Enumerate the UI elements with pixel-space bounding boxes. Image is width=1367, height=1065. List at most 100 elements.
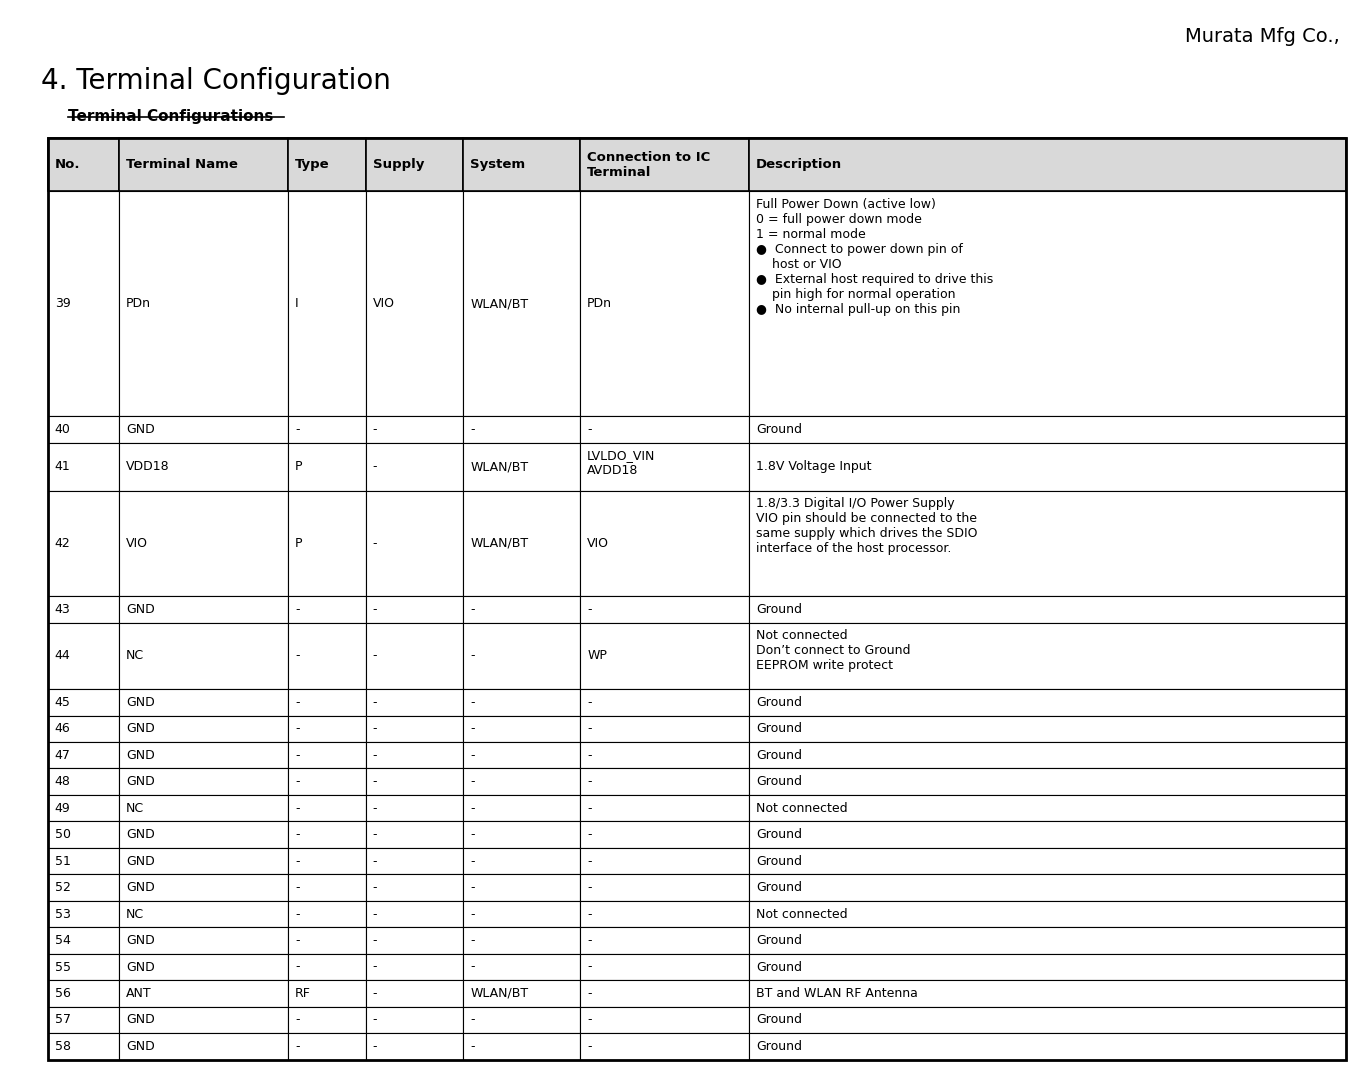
Text: 53: 53	[55, 907, 71, 920]
Text: Type: Type	[295, 159, 329, 171]
Text: GND: GND	[126, 695, 154, 709]
Text: ANT: ANT	[126, 987, 152, 1000]
Text: -: -	[588, 775, 592, 788]
Text: Ground: Ground	[756, 603, 802, 617]
Text: Ground: Ground	[756, 1014, 802, 1027]
Text: WP: WP	[588, 650, 607, 662]
Text: -: -	[470, 881, 474, 895]
Text: -: -	[470, 1014, 474, 1027]
Text: PDn: PDn	[588, 297, 612, 310]
Text: -: -	[373, 881, 377, 895]
Text: -: -	[588, 802, 592, 815]
Text: Connection to IC
Terminal: Connection to IC Terminal	[588, 151, 711, 179]
Text: -: -	[295, 854, 299, 868]
Text: -: -	[470, 829, 474, 841]
Text: -: -	[295, 934, 299, 947]
Text: Ground: Ground	[756, 829, 802, 841]
Text: 44: 44	[55, 650, 71, 662]
Text: GND: GND	[126, 423, 154, 437]
Text: 43: 43	[55, 603, 71, 617]
Text: 51: 51	[55, 854, 71, 868]
Text: 57: 57	[55, 1014, 71, 1027]
Text: -: -	[295, 603, 299, 617]
Text: NC: NC	[126, 907, 145, 920]
Text: GND: GND	[126, 934, 154, 947]
Text: VDD18: VDD18	[126, 460, 170, 473]
Text: -: -	[373, 829, 377, 841]
Text: Ground: Ground	[756, 1039, 802, 1053]
Text: -: -	[373, 603, 377, 617]
Text: System: System	[470, 159, 525, 171]
Text: 1.8V Voltage Input: 1.8V Voltage Input	[756, 460, 871, 473]
Text: 40: 40	[55, 423, 71, 437]
Text: -: -	[588, 722, 592, 735]
Text: 4. Terminal Configuration: 4. Terminal Configuration	[41, 67, 391, 95]
Text: -: -	[588, 907, 592, 920]
Text: -: -	[470, 775, 474, 788]
Text: 56: 56	[55, 987, 71, 1000]
Text: -: -	[373, 1014, 377, 1027]
Text: -: -	[295, 650, 299, 662]
Text: -: -	[295, 1014, 299, 1027]
Text: GND: GND	[126, 961, 154, 973]
Text: -: -	[373, 907, 377, 920]
Text: 52: 52	[55, 881, 71, 895]
Text: 48: 48	[55, 775, 71, 788]
Text: -: -	[470, 603, 474, 617]
Text: WLAN/BT: WLAN/BT	[470, 460, 529, 473]
Text: -: -	[588, 749, 592, 761]
Text: -: -	[295, 961, 299, 973]
Text: GND: GND	[126, 829, 154, 841]
Text: Ground: Ground	[756, 695, 802, 709]
Text: 42: 42	[55, 537, 71, 550]
Text: GND: GND	[126, 749, 154, 761]
Text: 47: 47	[55, 749, 71, 761]
Text: Ground: Ground	[756, 749, 802, 761]
Text: -: -	[373, 722, 377, 735]
Text: GND: GND	[126, 1014, 154, 1027]
Text: I: I	[295, 297, 298, 310]
Text: -: -	[470, 1039, 474, 1053]
Text: -: -	[588, 1014, 592, 1027]
Text: 1.8/3.3 Digital I/O Power Supply
VIO pin should be connected to the
same supply : 1.8/3.3 Digital I/O Power Supply VIO pin…	[756, 497, 977, 555]
Text: NC: NC	[126, 650, 145, 662]
Text: -: -	[470, 749, 474, 761]
Text: -: -	[373, 749, 377, 761]
Text: -: -	[373, 854, 377, 868]
Text: -: -	[588, 1039, 592, 1053]
Text: GND: GND	[126, 722, 154, 735]
Text: -: -	[588, 829, 592, 841]
Text: -: -	[295, 695, 299, 709]
Text: Supply: Supply	[373, 159, 424, 171]
Text: -: -	[295, 423, 299, 437]
Text: Ground: Ground	[756, 423, 802, 437]
Text: WLAN/BT: WLAN/BT	[470, 537, 529, 550]
Text: -: -	[588, 934, 592, 947]
Text: P: P	[295, 460, 302, 473]
Text: Ground: Ground	[756, 722, 802, 735]
Text: -: -	[295, 749, 299, 761]
Text: -: -	[373, 802, 377, 815]
Text: -: -	[373, 1039, 377, 1053]
Text: -: -	[588, 987, 592, 1000]
Text: VIO: VIO	[588, 537, 610, 550]
Text: -: -	[373, 961, 377, 973]
Text: 54: 54	[55, 934, 71, 947]
Text: Terminal Name: Terminal Name	[126, 159, 238, 171]
Text: GND: GND	[126, 881, 154, 895]
Text: -: -	[588, 603, 592, 617]
Text: -: -	[470, 907, 474, 920]
Text: -: -	[588, 961, 592, 973]
Text: -: -	[588, 854, 592, 868]
Text: Full Power Down (active low)
0 = full power down mode
1 = normal mode
●  Connect: Full Power Down (active low) 0 = full po…	[756, 198, 994, 316]
Text: -: -	[470, 961, 474, 973]
Text: -: -	[470, 650, 474, 662]
Text: LVLDO_VIN
AVDD18: LVLDO_VIN AVDD18	[588, 449, 656, 477]
Text: -: -	[588, 881, 592, 895]
Text: -: -	[373, 695, 377, 709]
Text: Description: Description	[756, 159, 842, 171]
Text: Ground: Ground	[756, 854, 802, 868]
Text: GND: GND	[126, 1039, 154, 1053]
Text: 58: 58	[55, 1039, 71, 1053]
Text: -: -	[373, 423, 377, 437]
